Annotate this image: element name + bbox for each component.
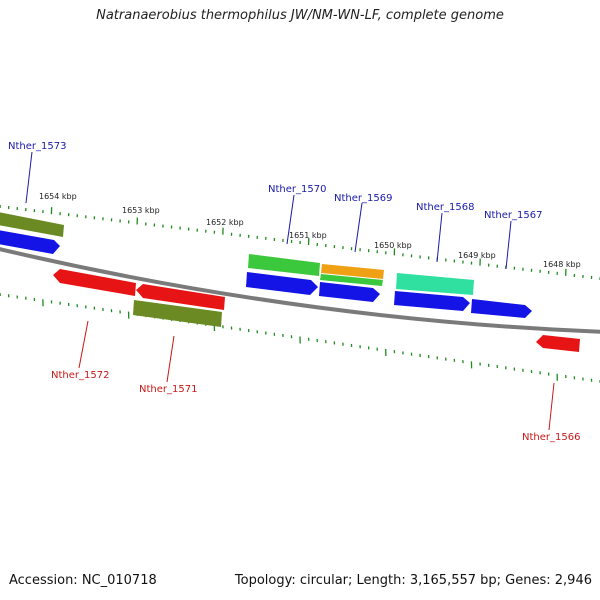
gene-label-1568[interactable]: Nther_1568 <box>416 202 474 213</box>
gene-bar-olive-1573[interactable] <box>0 212 64 237</box>
gene-label-1570[interactable]: Nther_1570 <box>268 184 326 195</box>
leader-line-1571 <box>166 335 175 383</box>
gene-arrow-blue-1573[interactable] <box>0 230 60 254</box>
gene-bar-olive-1571[interactable] <box>133 300 222 327</box>
gene-arrow-blue-1570[interactable] <box>246 272 318 295</box>
gene-leader-lines <box>25 151 555 431</box>
ruler-label-1652: 1652 kbp <box>206 218 244 227</box>
gene-label-1573[interactable]: Nther_1573 <box>8 141 66 152</box>
gene-label-1571[interactable]: Nther_1571 <box>139 384 197 395</box>
gene-arrow-blue-1569[interactable] <box>319 282 380 302</box>
tick-marks <box>0 204 600 384</box>
genome-summary: Topology: circular; Length: 3,165,557 bp… <box>234 573 592 588</box>
ruler-labels: 1654 kbp 1653 kbp 1652 kbp 1651 kbp 1650… <box>39 192 581 269</box>
leader-line-1568 <box>436 212 443 263</box>
accession-label: Accession: NC_010718 <box>9 573 157 588</box>
leader-line-1566 <box>548 382 555 431</box>
ruler-label-1650: 1650 kbp <box>374 241 412 250</box>
ruler-label-1651: 1651 kbp <box>289 231 327 240</box>
leader-line-1573 <box>25 151 33 204</box>
ruler-label-1654: 1654 kbp <box>39 192 77 201</box>
leader-line-1572 <box>78 320 89 369</box>
gene-label-1572[interactable]: Nther_1572 <box>51 370 109 381</box>
leader-line-1569 <box>354 202 363 253</box>
gene-label-1567[interactable]: Nther_1567 <box>484 210 542 221</box>
gene-bar-aqua-1568[interactable] <box>396 273 474 295</box>
gene-arrow-red-1571[interactable] <box>136 284 225 310</box>
gene-arrow-red-1566[interactable] <box>536 335 580 352</box>
leader-line-1567 <box>505 220 512 270</box>
gene-features <box>0 212 580 352</box>
ruler-label-1649: 1649 kbp <box>458 251 496 260</box>
genome-title: Natranaerobius thermophilus JW/NM-WN-LF,… <box>96 8 504 23</box>
gene-bar-orange-1569[interactable] <box>321 264 384 279</box>
gene-label-1569[interactable]: Nther_1569 <box>334 193 392 204</box>
ruler-label-1653: 1653 kbp <box>122 206 160 215</box>
gene-arrow-blue-1568[interactable] <box>394 291 470 311</box>
gene-label-1566[interactable]: Nther_1566 <box>522 432 580 443</box>
gene-arrow-blue-1567[interactable] <box>471 299 532 318</box>
gene-bar-green-1569[interactable] <box>320 274 383 286</box>
gene-labels: Nther_1573 Nther_1570 Nther_1569 Nther_1… <box>8 141 580 443</box>
ruler-label-1648: 1648 kbp <box>543 260 581 269</box>
genome-backbone <box>0 247 600 334</box>
leader-line-1570 <box>286 194 295 245</box>
gene-arrow-red-1572[interactable] <box>53 269 136 296</box>
gene-bar-green-1570[interactable] <box>248 254 320 276</box>
